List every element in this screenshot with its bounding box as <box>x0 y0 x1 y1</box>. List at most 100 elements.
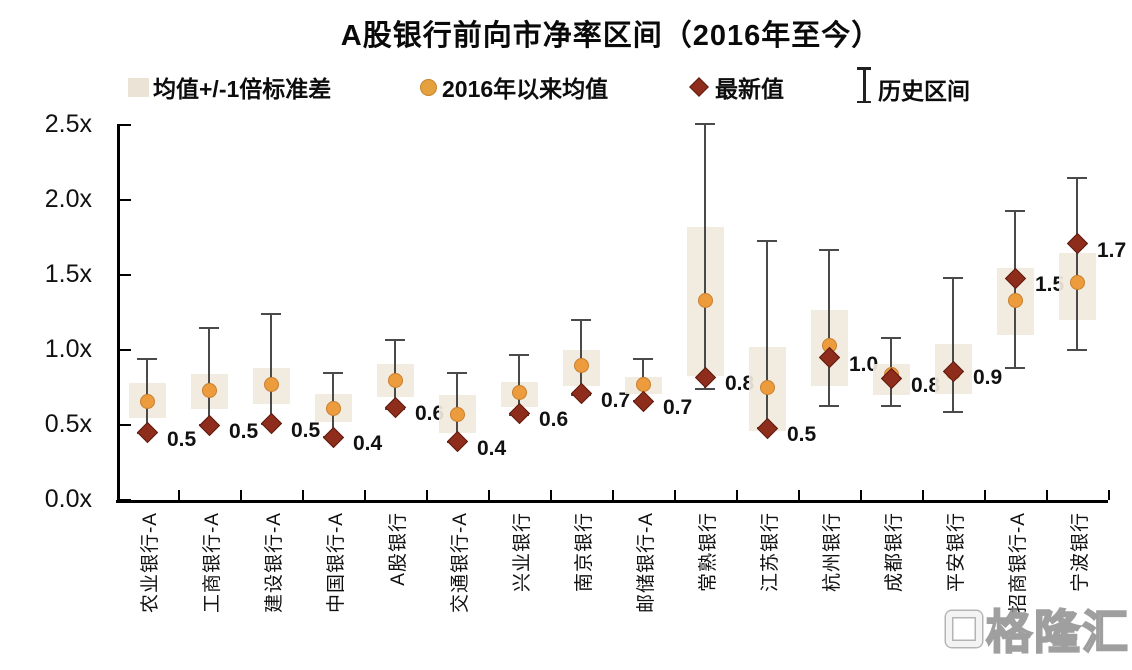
latest-diamond <box>322 426 344 448</box>
whisker-cap-bottom <box>695 388 715 390</box>
range-whisker <box>208 327 210 425</box>
range-whisker <box>1076 177 1078 350</box>
whisker-cap-top <box>509 353 529 356</box>
x-tick <box>426 490 428 500</box>
mean-dot <box>263 377 279 392</box>
mean-dot <box>511 384 527 400</box>
latest-value-label: 0.5 <box>167 427 197 451</box>
x-axis-label: A股银行 <box>388 512 409 586</box>
whisker-cap-bottom <box>1067 349 1087 351</box>
range-whisker <box>1014 210 1016 368</box>
latest-value-label: 0.6 <box>539 408 569 431</box>
x-tick <box>550 490 552 500</box>
x-axis-label: 江苏银行 <box>760 512 781 593</box>
whisker-cap-top <box>819 248 839 251</box>
range-whisker <box>952 278 954 412</box>
legend-label-range: 历史区间 <box>878 78 970 104</box>
y-tick-label: 0.5x <box>44 410 92 438</box>
latest-diamond <box>136 421 158 444</box>
mean-dot <box>1069 275 1085 290</box>
mean-dot <box>697 293 713 308</box>
range-whisker <box>270 314 272 424</box>
latest-diamond <box>260 412 282 435</box>
whisker-cap-top <box>881 337 901 339</box>
x-tick <box>488 490 490 500</box>
latest-value-label: 0.4 <box>353 432 383 455</box>
range-whisker <box>766 240 768 428</box>
mean-dot <box>201 383 217 398</box>
x-tick <box>922 490 924 500</box>
whisker-cap-top <box>447 371 467 374</box>
x-axis-label: 杭州银行 <box>822 512 843 593</box>
whisker-cap-top <box>943 277 963 279</box>
latest-diamond <box>446 430 468 453</box>
x-tick <box>1108 490 1110 500</box>
latest-value-label: 0.8 <box>725 372 755 395</box>
x-tick <box>736 490 738 500</box>
latest-diamond <box>198 414 220 436</box>
y-tick-label: 2.5x <box>44 110 92 138</box>
y-tick-label: 1.0x <box>44 335 92 363</box>
errorbar-icon <box>856 67 872 103</box>
x-tick <box>364 490 366 500</box>
mean-dot <box>139 393 155 409</box>
latest-value-label: 1.7 <box>1097 238 1127 262</box>
x-axis-label: 平安银行 <box>946 512 967 593</box>
latest-diamond <box>570 382 592 405</box>
range-whisker <box>704 123 706 389</box>
x-tick <box>178 490 180 500</box>
whisker-cap-top <box>757 239 777 242</box>
latest-value-label: 0.8 <box>911 373 941 397</box>
whisker-cap-top <box>571 319 591 321</box>
x-axis-label: 农业银行-A <box>140 512 161 614</box>
latest-value-label: 0.7 <box>601 388 631 412</box>
std-box-swatch-icon <box>128 77 149 97</box>
whisker-cap-top <box>199 326 219 329</box>
whisker-cap-top <box>1005 209 1025 212</box>
x-axis-label: 成都银行 <box>884 512 905 593</box>
x-tick <box>240 490 242 500</box>
y-tick <box>119 199 131 201</box>
chart-title: A股银行前向市净率区间（2016年至今） <box>340 20 882 52</box>
latest-value-label: 0.4 <box>477 436 507 460</box>
latest-value-label: 0.5 <box>291 418 321 442</box>
mean-dot <box>573 357 589 373</box>
y-tick <box>119 124 131 126</box>
latest-value-label: 1.0 <box>849 352 879 376</box>
whisker-cap-top <box>633 358 653 360</box>
range-whisker <box>828 249 830 406</box>
mean-dot <box>759 380 775 395</box>
y-tick <box>119 274 131 276</box>
legend-item-std: 均值+/-1倍标准差 <box>128 72 331 102</box>
latest-diamond <box>632 390 654 412</box>
whisker-cap-top <box>323 371 343 374</box>
x-axis-label: 南京银行 <box>574 512 595 593</box>
y-axis-line <box>117 124 120 502</box>
whisker-cap-bottom <box>881 404 901 407</box>
latest-value-label: 0.9 <box>973 366 1003 389</box>
latest-value-label: 0.5 <box>229 420 259 443</box>
x-axis-label: 招商银行-A <box>1008 512 1029 614</box>
whisker-cap-bottom <box>1005 367 1025 369</box>
y-tick-label: 0.0x <box>44 485 92 513</box>
y-tick <box>119 349 131 351</box>
whisker-cap-top <box>261 313 281 315</box>
y-tick-label: 1.5x <box>44 260 92 288</box>
latest-value-label: 0.5 <box>787 423 817 446</box>
x-axis-label: 交通银行-A <box>450 512 471 614</box>
legend-item-latest: 最新值 <box>689 72 784 102</box>
whisker-cap-bottom <box>943 410 963 413</box>
x-tick <box>674 490 676 500</box>
x-axis-label: 建设银行-A <box>264 512 285 614</box>
whisker-cap-top <box>137 358 157 360</box>
x-axis-label: 兴业银行 <box>512 512 533 593</box>
legend-label-std: 均值+/-1倍标准差 <box>153 76 332 102</box>
x-axis-label: 宁波银行 <box>1070 512 1091 593</box>
x-tick <box>1046 490 1048 500</box>
legend-label-latest: 最新值 <box>715 76 784 102</box>
mean-dot <box>387 372 403 388</box>
x-tick <box>612 490 614 500</box>
y-tick <box>119 424 131 426</box>
whisker-cap-top <box>695 122 715 125</box>
